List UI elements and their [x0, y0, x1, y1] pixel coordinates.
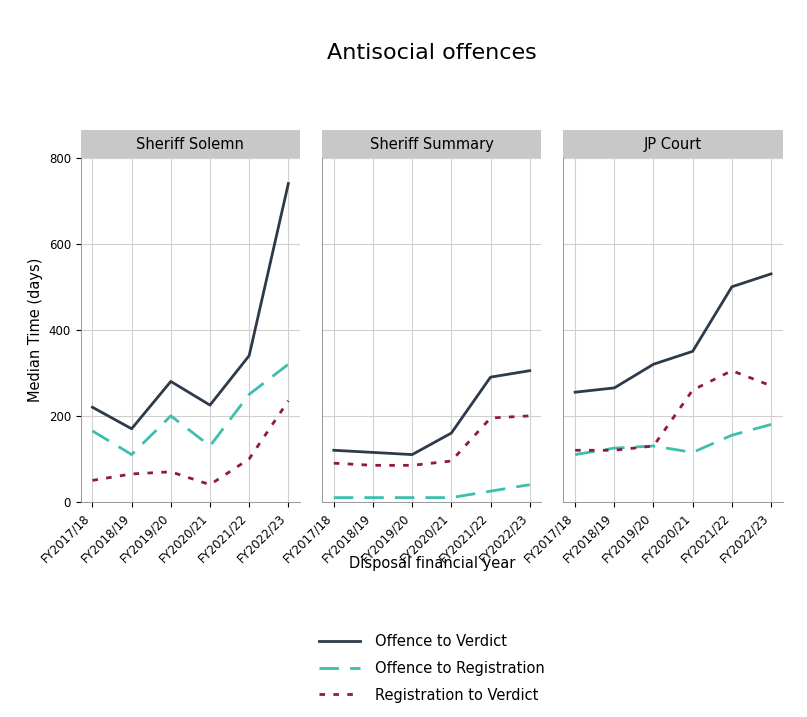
Text: Sheriff Summary: Sheriff Summary: [370, 137, 494, 151]
Text: JP Court: JP Court: [644, 137, 702, 151]
Text: Sheriff Solemn: Sheriff Solemn: [136, 137, 245, 151]
Text: Antisocial offences: Antisocial offences: [327, 43, 537, 63]
Legend: Offence to Verdict, Offence to Registration, Registration to Verdict: Offence to Verdict, Offence to Registrat…: [319, 635, 545, 703]
Text: Disposal financial year: Disposal financial year: [349, 556, 515, 571]
Y-axis label: Median Time (days): Median Time (days): [28, 257, 43, 402]
